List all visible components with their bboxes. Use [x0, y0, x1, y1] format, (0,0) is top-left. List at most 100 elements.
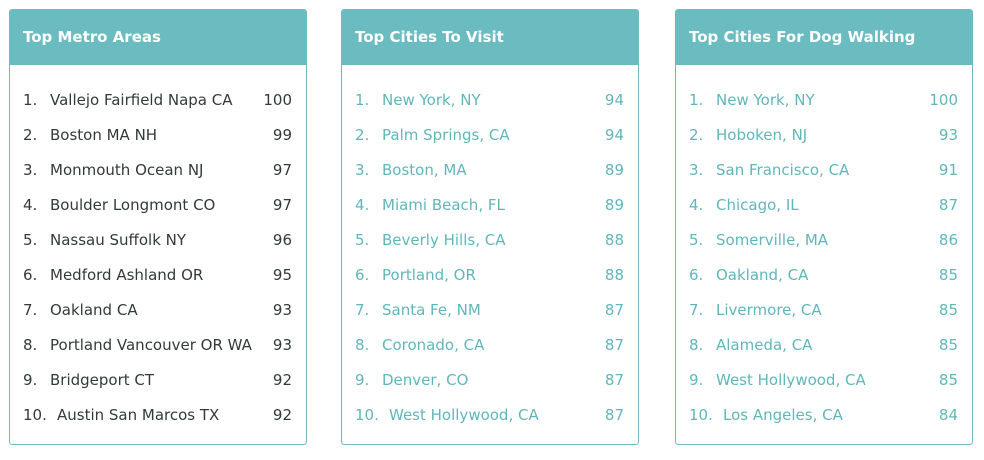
- list-item: 3. San Francisco, CA 91: [676, 152, 972, 187]
- rank-number: 5.: [23, 230, 38, 249]
- item-name: Bridgeport CT: [50, 370, 155, 389]
- rank-number: 1.: [689, 90, 704, 109]
- rank-number: 7.: [689, 300, 704, 319]
- rank-number: 2.: [23, 125, 38, 144]
- rank-number: 8.: [689, 335, 704, 354]
- item-name: Beverly Hills, CA: [382, 230, 506, 249]
- item-score: 84: [938, 405, 958, 424]
- list-item: 8. Coronado, CA 87: [342, 327, 638, 362]
- list-item: 4. Boulder Longmont CO 97: [10, 187, 306, 222]
- rank-number: 6.: [355, 265, 370, 284]
- item-name: Coronado, CA: [382, 335, 485, 354]
- item-name: Vallejo Fairfield Napa CA: [50, 90, 233, 109]
- rank-number: 1.: [23, 90, 38, 109]
- item-name: Oakland CA: [50, 300, 138, 319]
- rank-number: 9.: [355, 370, 370, 389]
- list-item: 6. Medford Ashland OR 95: [10, 257, 306, 292]
- item-score: 85: [938, 265, 958, 284]
- item-score: 100: [929, 90, 958, 109]
- item-name: Los Angeles, CA: [723, 405, 843, 424]
- list-item: 4. Chicago, IL 87: [676, 187, 972, 222]
- item-name: New York, NY: [382, 90, 481, 109]
- top-cities-to-visit-card: Top Cities To Visit 1. New York, NY 94 2. P…: [341, 9, 639, 445]
- item-score: 93: [272, 335, 292, 354]
- item-name: Palm Springs, CA: [382, 125, 510, 144]
- rank-number: 3.: [355, 160, 370, 179]
- item-score: 94: [604, 125, 624, 144]
- item-score: 93: [272, 300, 292, 319]
- item-score: 91: [938, 160, 958, 179]
- item-name: Portland Vancouver OR WA: [50, 335, 252, 354]
- list-item: 1. New York, NY 94: [342, 82, 638, 117]
- list-item: 9. Denver, CO 87: [342, 362, 638, 397]
- item-name: Somerville, MA: [716, 230, 829, 249]
- item-name: Boston MA NH: [50, 125, 158, 144]
- item-name: San Francisco, CA: [716, 160, 850, 179]
- item-name: Santa Fe, NM: [382, 300, 481, 319]
- item-name: West Hollywood, CA: [716, 370, 866, 389]
- rank-number: 10.: [355, 405, 379, 424]
- list-item: 7. Oakland CA 93: [10, 292, 306, 327]
- item-score: 87: [604, 300, 624, 319]
- rank-number: 9.: [23, 370, 38, 389]
- item-score: 94: [604, 90, 624, 109]
- rank-number: 6.: [23, 265, 38, 284]
- item-name: Chicago, IL: [716, 195, 799, 214]
- item-name: New York, NY: [716, 90, 815, 109]
- item-name: Austin San Marcos TX: [57, 405, 220, 424]
- list-item: 4. Miami Beach, FL 89: [342, 187, 638, 222]
- rank-number: 5.: [689, 230, 704, 249]
- list-item: 7. Livermore, CA 85: [676, 292, 972, 327]
- list-item: 5. Nassau Suffolk NY 96: [10, 222, 306, 257]
- rank-number: 7.: [355, 300, 370, 319]
- top-metro-areas-card: Top Metro Areas 1. Vallejo Fairfield Napa…: [9, 9, 307, 445]
- item-score: 99: [272, 125, 292, 144]
- item-score: 92: [272, 405, 292, 424]
- item-score: 87: [604, 335, 624, 354]
- list-item: 10. Los Angeles, CA 84: [676, 397, 972, 432]
- card-title: Top Metro Areas: [10, 10, 306, 65]
- item-name: Boulder Longmont CO: [50, 195, 216, 214]
- rank-number: 7.: [23, 300, 38, 319]
- item-score: 93: [938, 125, 958, 144]
- item-name: Livermore, CA: [716, 300, 822, 319]
- item-score: 95: [272, 265, 292, 284]
- rank-number: 8.: [355, 335, 370, 354]
- ranking-list: 1. Vallejo Fairfield Napa CA 100 2. Boston …: [10, 65, 306, 432]
- list-item: 5. Beverly Hills, CA 88: [342, 222, 638, 257]
- list-item: 8. Alameda, CA 85: [676, 327, 972, 362]
- item-score: 100: [263, 90, 292, 109]
- top-cities-for-dog-walking-card: Top Cities For Dog Walking 1. New York, N…: [675, 9, 973, 445]
- list-item: 6. Oakland, CA 85: [676, 257, 972, 292]
- list-item: 1. Vallejo Fairfield Napa CA 100: [10, 82, 306, 117]
- list-item: 2. Palm Springs, CA 94: [342, 117, 638, 152]
- item-score: 87: [604, 405, 624, 424]
- ranking-list: 1. New York, NY 100 2. Hoboken, NJ 93 3. San …: [676, 65, 972, 432]
- list-item: 10. West Hollywood, CA 87: [342, 397, 638, 432]
- item-score: 85: [938, 370, 958, 389]
- rank-number: 3.: [23, 160, 38, 179]
- ranking-list: 1. New York, NY 94 2. Palm Springs, CA 94 3.…: [342, 65, 638, 432]
- item-name: Oakland, CA: [716, 265, 809, 284]
- item-score: 87: [938, 195, 958, 214]
- list-item: 6. Portland, OR 88: [342, 257, 638, 292]
- list-item: 9. West Hollywood, CA 85: [676, 362, 972, 397]
- list-item: 2. Hoboken, NJ 93: [676, 117, 972, 152]
- item-name: Alameda, CA: [716, 335, 813, 354]
- item-score: 97: [272, 195, 292, 214]
- item-score: 85: [938, 300, 958, 319]
- item-score: 97: [272, 160, 292, 179]
- list-item: 9. Bridgeport CT 92: [10, 362, 306, 397]
- item-score: 96: [272, 230, 292, 249]
- rank-number: 8.: [23, 335, 38, 354]
- item-name: West Hollywood, CA: [389, 405, 539, 424]
- item-score: 89: [604, 195, 624, 214]
- rank-number: 1.: [355, 90, 370, 109]
- item-score: 88: [604, 265, 624, 284]
- item-score: 92: [272, 370, 292, 389]
- rank-number: 10.: [689, 405, 713, 424]
- item-name: Nassau Suffolk NY: [50, 230, 187, 249]
- list-item: 3. Boston, MA 89: [342, 152, 638, 187]
- rank-number: 10.: [23, 405, 47, 424]
- rank-number: 6.: [689, 265, 704, 284]
